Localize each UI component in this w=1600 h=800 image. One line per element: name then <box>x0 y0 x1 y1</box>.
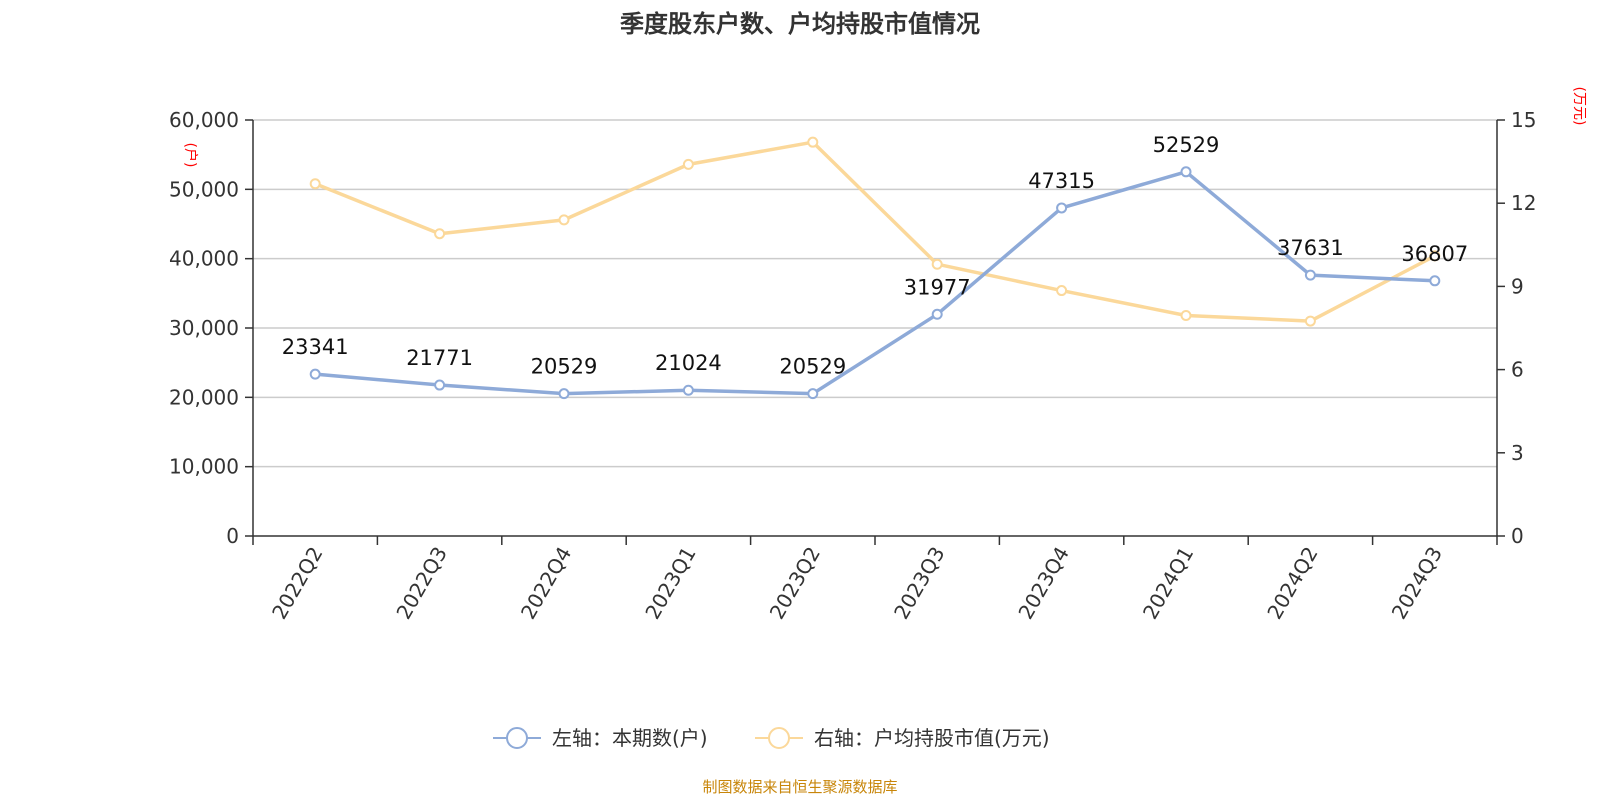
series-1-point-9 <box>1429 250 1441 262</box>
left-tick-label-1: 10,000 <box>169 455 239 479</box>
series-1-point-3 <box>682 158 694 170</box>
left-tick-label-3: 30,000 <box>169 316 239 340</box>
left-tick-label-4: 40,000 <box>169 247 239 271</box>
series-0-label-7: 52529 <box>1153 133 1220 157</box>
series-1-point-1 <box>434 228 446 240</box>
series-line-0 <box>315 170 1435 396</box>
x-tick-label-1: 2022Q3 <box>391 543 451 624</box>
left-axis-unit: (户) <box>182 143 199 168</box>
series-0-label-5: 31977 <box>904 275 971 299</box>
right-tick-label-0: 0 <box>1511 524 1524 548</box>
grid-lines <box>253 119 1497 468</box>
legend: 左轴：本期数(户) 右轴：户均持股市值(万元) <box>493 726 1050 750</box>
series-layer <box>309 136 1441 400</box>
right-axis-unit: (万元) <box>1571 87 1587 126</box>
series-0-label-1: 21771 <box>406 346 473 370</box>
series-0-point-0 <box>309 368 321 380</box>
series-1-point-2 <box>558 214 570 226</box>
series-0-point-2 <box>558 388 570 400</box>
right-tick-label-3: 9 <box>1511 274 1524 298</box>
series-0-label-6: 47315 <box>1028 169 1095 193</box>
legend-label-left: 左轴：本期数(户) <box>552 726 708 750</box>
series-0-label-9: 36807 <box>1401 242 1468 266</box>
chart-title: 季度股东户数、户均持股市值情况 <box>620 10 980 38</box>
series-0-label-4: 20529 <box>779 355 846 379</box>
series-0-point-4 <box>807 388 819 400</box>
legend-marker-left <box>506 727 528 749</box>
series-0-point-8 <box>1304 269 1316 281</box>
series-0-label-8: 37631 <box>1277 236 1344 260</box>
series-0-label-2: 20529 <box>531 355 598 379</box>
series-0-point-7 <box>1180 166 1192 178</box>
x-tick-label-6: 2023Q4 <box>1013 543 1073 624</box>
x-tick-label-5: 2023Q3 <box>889 542 949 623</box>
right-tick-label-5: 15 <box>1511 108 1536 132</box>
right-tick-label-1: 3 <box>1511 441 1524 465</box>
x-tick-label-3: 2023Q1 <box>640 543 700 624</box>
series-1-point-4 <box>807 136 819 148</box>
series-line-1 <box>314 140 1436 323</box>
left-tick-label-6: 60,000 <box>169 108 239 132</box>
legend-label-right: 右轴：户均持股市值(万元) <box>814 726 1050 750</box>
data-labels: 23341 21771 20529 21024 20529 31977 47315 52529… <box>282 133 1468 379</box>
x-tick-label-0: 2022Q2 <box>267 543 327 624</box>
x-tick-label-9: 2024Q3 <box>1387 543 1447 624</box>
x-tick-label-4: 2023Q2 <box>765 543 825 624</box>
series-0-point-5 <box>931 308 943 320</box>
right-tick-label-2: 6 <box>1511 358 1524 382</box>
x-tick-label-8: 2024Q2 <box>1262 543 1322 624</box>
legend-item-left[interactable]: 左轴：本期数(户) <box>493 726 708 750</box>
source-note: 制图数据来自恒生聚源数据库 <box>702 778 897 796</box>
legend-marker-right <box>768 727 790 749</box>
series-1-point-7 <box>1180 310 1192 322</box>
axes: 010,00020,00030,00040,00050,00060,000036… <box>169 108 1536 623</box>
series-1-point-8 <box>1304 315 1316 327</box>
series-0-point-1 <box>434 379 446 391</box>
left-tick-label-0: 0 <box>226 524 239 548</box>
series-1-point-0 <box>309 178 321 190</box>
x-tick-label-2: 2022Q4 <box>516 543 576 624</box>
series-0-point-3 <box>682 384 694 396</box>
legend-item-right[interactable]: 右轴：户均持股市值(万元) <box>755 726 1050 750</box>
left-tick-label-2: 20,000 <box>169 385 239 409</box>
left-tick-label-5: 50,000 <box>169 177 239 201</box>
x-tick-label-7: 2024Q1 <box>1138 543 1198 624</box>
series-1-point-5 <box>931 258 943 270</box>
series-1-point-6 <box>1056 285 1068 297</box>
right-tick-label-4: 12 <box>1511 191 1536 215</box>
series-0-label-3: 21024 <box>655 351 722 375</box>
series-0-point-9 <box>1429 275 1441 287</box>
series-0-label-0: 23341 <box>282 335 349 359</box>
series-0-point-6 <box>1056 202 1068 214</box>
